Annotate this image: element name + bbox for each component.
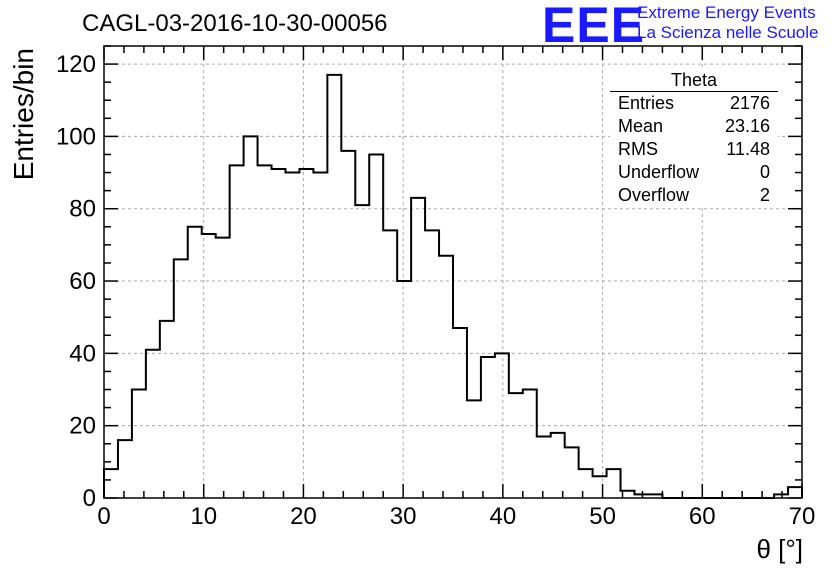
chart-title: CAGL-03-2016-10-30-00056 — [82, 10, 388, 37]
y-tick-label: 40 — [69, 340, 96, 367]
stats-label: Underflow — [618, 162, 700, 182]
histogram-bin — [132, 390, 146, 498]
stats-row-rms: RMS 11.48 — [610, 138, 778, 161]
histogram-bin — [481, 357, 495, 498]
histogram-bin — [258, 165, 272, 498]
x-tick-label: 60 — [689, 503, 716, 530]
histogram-bin — [272, 169, 286, 498]
histogram-bin — [383, 230, 397, 498]
histogram-bin — [551, 433, 565, 498]
stats-label: Mean — [618, 116, 664, 136]
x-tick-label: 40 — [490, 503, 517, 530]
histogram-bin — [285, 173, 299, 498]
stats-row-mean: Mean 23.16 — [610, 115, 778, 138]
y-tick-label: 60 — [69, 268, 96, 295]
histogram-bin — [160, 321, 174, 498]
histogram-bin — [523, 390, 537, 498]
stats-title: Theta — [610, 70, 778, 92]
x-tick-label: 20 — [290, 503, 317, 530]
histogram-bin — [537, 437, 551, 498]
histogram-bin — [355, 205, 369, 498]
logo-text-line2: La Scienza nelle Scuole — [637, 23, 819, 42]
stats-label: Entries — [618, 93, 675, 113]
y-tick-label: 100 — [56, 123, 96, 150]
x-tick-label: 30 — [390, 503, 417, 530]
histogram-bin — [104, 469, 118, 498]
y-axis-label: Entries/bin — [8, 48, 39, 180]
histogram-bin — [327, 75, 341, 498]
histogram-bin — [788, 487, 802, 498]
x-axis-label: θ [°] — [756, 534, 803, 564]
histogram-bin — [216, 238, 230, 498]
histogram-bin — [411, 198, 425, 498]
stats-row-overflow: Overflow 2 — [610, 184, 778, 207]
stats-value: 11.48 — [726, 139, 770, 159]
x-tick-label: 50 — [589, 503, 616, 530]
histogram-bin — [607, 469, 621, 498]
histogram-bin — [579, 469, 593, 498]
stats-label: Overflow — [618, 185, 690, 205]
histogram-bin — [174, 259, 188, 498]
y-tick-label: 80 — [69, 196, 96, 223]
histogram-bin — [118, 440, 132, 498]
histogram-bin — [439, 256, 453, 498]
histogram-bin — [146, 350, 160, 498]
x-tick-label: 0 — [97, 503, 110, 530]
histogram-bin — [230, 165, 244, 498]
histogram-bars — [103, 73, 803, 499]
histogram-bin — [565, 447, 579, 498]
histogram-bin — [299, 169, 313, 498]
histogram-bin — [467, 400, 481, 498]
stats-label: RMS — [618, 139, 658, 159]
plot-frame — [103, 45, 803, 499]
stats-value: 0 — [759, 162, 770, 182]
histogram-outline — [103, 73, 803, 499]
histogram-bin — [425, 230, 439, 498]
x-tick-label: 70 — [789, 503, 816, 530]
histogram-bin — [313, 173, 327, 498]
axes — [103, 45, 803, 499]
stats-value: 23.16 — [724, 116, 770, 136]
stats-row-underflow: Underflow 0 — [610, 161, 778, 184]
y-tick-label: 120 — [56, 51, 96, 78]
histogram-bin — [369, 154, 383, 498]
logo-text-line1: Extreme Energy Events — [637, 3, 816, 22]
histogram-bin — [397, 281, 411, 498]
histogram-bin — [341, 151, 355, 498]
histogram-bin — [188, 227, 202, 498]
stats-box: Theta Entries 2176 Mean 23.16 RMS 11.48 … — [610, 70, 778, 207]
stats-value: 2 — [759, 185, 770, 205]
x-tick-label: 10 — [190, 503, 217, 530]
histogram-bin — [244, 136, 258, 498]
y-tick-label: 0 — [83, 485, 96, 512]
histogram-bin — [509, 393, 523, 498]
y-tick-label: 20 — [69, 413, 96, 440]
stats-row-entries: Entries 2176 — [610, 92, 778, 115]
eee-logo-mark: EEE — [542, 0, 646, 53]
histogram-bin — [593, 476, 607, 498]
stats-value: 2176 — [729, 93, 770, 113]
